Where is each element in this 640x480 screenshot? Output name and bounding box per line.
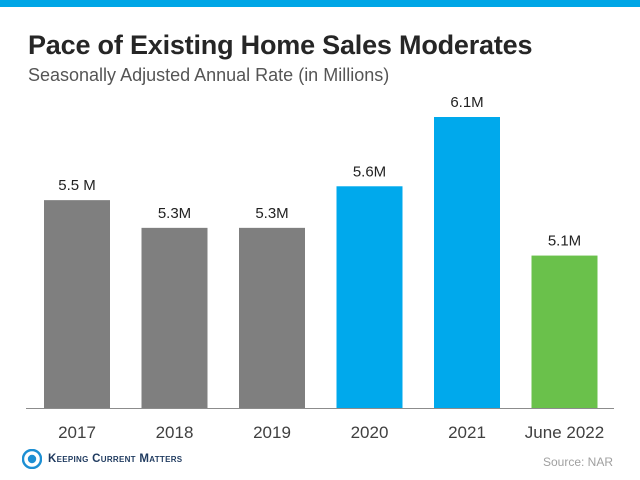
top-accent-bar	[0, 0, 640, 7]
kcm-logo: Keeping Current Matters	[22, 449, 182, 469]
kcm-logo-icon	[22, 449, 42, 469]
kcm-logo-text: Keeping Current Matters	[48, 453, 183, 465]
data-label-2020: 5.6M	[353, 163, 386, 180]
x-tick-label-2021: 2021	[448, 423, 486, 442]
bar-2017	[44, 200, 110, 408]
x-tick-label-2018: 2018	[156, 423, 194, 442]
data-label-2017: 5.5 M	[58, 177, 96, 194]
bar-june-2022	[531, 255, 598, 408]
bar-2018	[141, 227, 208, 408]
data-label-2019: 5.3M	[255, 205, 288, 222]
x-tick-label-2020: 2020	[351, 423, 389, 442]
source-note: Source: NAR	[542, 455, 613, 469]
data-label-2021: 6.1M	[450, 94, 483, 111]
bar-2021	[434, 117, 500, 408]
chart-title: Pace of Existing Home Sales Moderates	[28, 30, 533, 60]
x-tick-label-june-2022: June 2022	[525, 423, 604, 442]
bar-2020	[336, 186, 403, 408]
chart-subtitle: Seasonally Adjusted Annual Rate (in Mill…	[28, 65, 390, 85]
x-tick-label-2017: 2017	[58, 423, 96, 442]
data-label-2018: 5.3M	[158, 205, 191, 222]
x-tick-label-2019: 2019	[253, 423, 291, 442]
data-label-june-2022: 5.1M	[548, 233, 581, 250]
bar-2019	[239, 227, 305, 408]
